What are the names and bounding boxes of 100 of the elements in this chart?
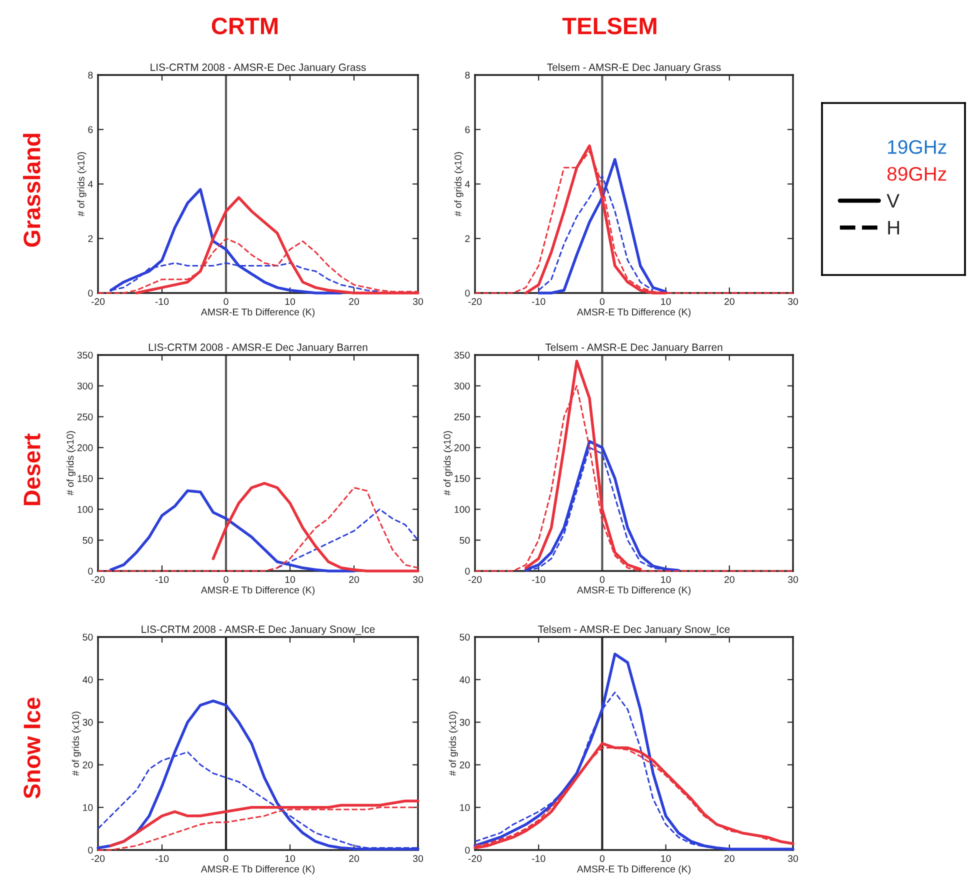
x-tick-label: 20: [724, 855, 734, 862]
y-tick-label: 300: [77, 382, 93, 390]
y-tick-label: 6: [465, 126, 470, 134]
y-tick-label: 300: [454, 382, 470, 390]
y-tick-label: 200: [77, 444, 93, 452]
text: Grassland: [22, 134, 40, 247]
x-tick-label: 10: [661, 298, 671, 305]
x-tick-label: 0: [600, 855, 605, 862]
y-tick-label: 50: [460, 536, 470, 544]
x-axis-title: AMSR-E Tb Difference (K): [200, 308, 314, 318]
x-tick-label: -10: [532, 855, 546, 862]
x-tick-label: -20: [468, 576, 482, 583]
y-tick-label: 50: [82, 634, 93, 641]
x-tick-label: -10: [532, 576, 546, 583]
x-tick-label: 30: [788, 576, 798, 583]
y-tick-label: 2: [465, 235, 470, 242]
chart-title: Telsem - AMSR-E Dec January Snow_Ice: [538, 625, 730, 635]
y-tick-label: 250: [454, 413, 470, 420]
x-tick-label: 20: [349, 855, 360, 862]
y-axis-title: # of grids (x10): [72, 712, 81, 776]
text: Snow Ice: [24, 698, 40, 798]
y-tick-label: 250: [77, 413, 93, 420]
y-tick-label: 10: [83, 804, 93, 812]
x-tick-label: -10: [155, 298, 169, 305]
x-tick-label: 20: [349, 576, 360, 583]
text: Desert: [24, 434, 40, 506]
x-tick-label: 30: [788, 855, 798, 862]
chart-title: LIS-CRTM 2008 - AMSR-E Dec January Grass: [150, 64, 366, 73]
x-tick-label: -20: [468, 298, 482, 305]
y-tick-label: 2: [88, 235, 93, 242]
x-axis-title: AMSR-E Tb Difference (K): [576, 586, 690, 596]
y-axis-title: # of grids (x10): [77, 152, 86, 216]
x-tick-label: -20: [91, 855, 105, 862]
x-tick-label: -10: [532, 298, 546, 305]
y-tick-label: 0: [465, 846, 470, 854]
x-tick-label: -20: [91, 298, 105, 305]
legend-label: 19GHz: [888, 140, 946, 154]
y-tick-label: 40: [82, 676, 93, 684]
y-tick-label: 8: [465, 72, 470, 79]
x-tick-label: 30: [412, 298, 424, 305]
text: CRTM: [212, 18, 278, 34]
x-tick-label: -10: [155, 855, 169, 862]
x-tick-label: 10: [661, 576, 671, 583]
y-tick-label: 30: [460, 718, 470, 726]
y-tick-label: 0: [88, 568, 93, 575]
legend-label: V: [886, 194, 900, 208]
x-tick-label: 20: [724, 576, 734, 583]
y-tick-label: 350: [454, 352, 470, 359]
y-tick-label: 40: [460, 676, 470, 684]
y-tick-label: 100: [78, 506, 93, 513]
y-tick-label: 6: [88, 126, 93, 134]
y-tick-label: 20: [460, 762, 470, 768]
y-axis-title: # of grids (x10): [66, 431, 76, 496]
chart-title: LIS-CRTM 2008 - AMSR-E Dec January Barren: [148, 344, 368, 353]
x-tick-label: 0: [600, 298, 605, 305]
x-axis-title: AMSR-E Tb Difference (K): [576, 865, 690, 874]
y-tick-label: 4: [464, 180, 470, 188]
x-tick-label: 30: [412, 576, 424, 583]
chart-title: Telsem - AMSR-E Dec January Barren: [545, 343, 722, 353]
legend-label: 89GHz: [887, 167, 946, 181]
y-tick-label: 0: [88, 846, 93, 854]
x-tick-label: 20: [724, 298, 734, 305]
y-tick-label: 50: [460, 634, 470, 641]
y-axis-title: # of grids (x10): [448, 712, 458, 776]
y-tick-label: 100: [454, 506, 470, 513]
x-axis-title: AMSR-E Tb Difference (K): [200, 586, 314, 596]
x-tick-label: 0: [600, 576, 605, 583]
line-series: [537, 158, 668, 294]
x-tick-label: 10: [285, 576, 296, 583]
y-tick-label: 20: [82, 762, 93, 768]
y-tick-label: 8: [88, 72, 93, 79]
y-tick-label: 0: [465, 568, 470, 575]
x-tick-label: 10: [661, 855, 671, 862]
y-tick-label: 200: [454, 444, 470, 452]
chart-title: LIS-CRTM 2008 - AMSR-E Dec January Snow_Ice: [142, 626, 375, 635]
x-tick-label: 10: [285, 855, 296, 862]
x-tick-label: 30: [412, 855, 424, 862]
y-tick-label: 30: [82, 718, 93, 726]
x-tick-label: 0: [224, 576, 228, 583]
x-tick-label: 30: [788, 298, 798, 305]
x-axis-title: AMSR-E Tb Difference (K): [200, 865, 314, 874]
x-tick-label: 20: [349, 298, 360, 305]
y-tick-label: 350: [77, 352, 93, 359]
x-tick-label: -10: [155, 576, 169, 583]
y-tick-label: 4: [88, 180, 93, 188]
chart-title: Telsem - AMSR-E Dec January Grass: [547, 63, 721, 73]
y-axis-title: # of grids (x10): [454, 152, 464, 216]
y-axis-title: # of grids (x10): [443, 431, 453, 496]
y-tick-label: 0: [88, 290, 93, 297]
y-tick-label: 0: [465, 290, 470, 297]
text: TELSEM: [562, 18, 656, 34]
y-tick-label: 50: [82, 536, 93, 544]
x-tick-label: 0: [224, 855, 228, 862]
x-tick-label: -20: [91, 576, 105, 583]
legend-label: H: [888, 220, 900, 234]
y-tick-label: 150: [78, 475, 93, 482]
x-axis-title: AMSR-E Tb Difference (K): [576, 308, 690, 318]
y-tick-label: 150: [454, 475, 470, 482]
x-tick-label: 10: [285, 298, 296, 305]
y-tick-label: 10: [460, 804, 470, 812]
